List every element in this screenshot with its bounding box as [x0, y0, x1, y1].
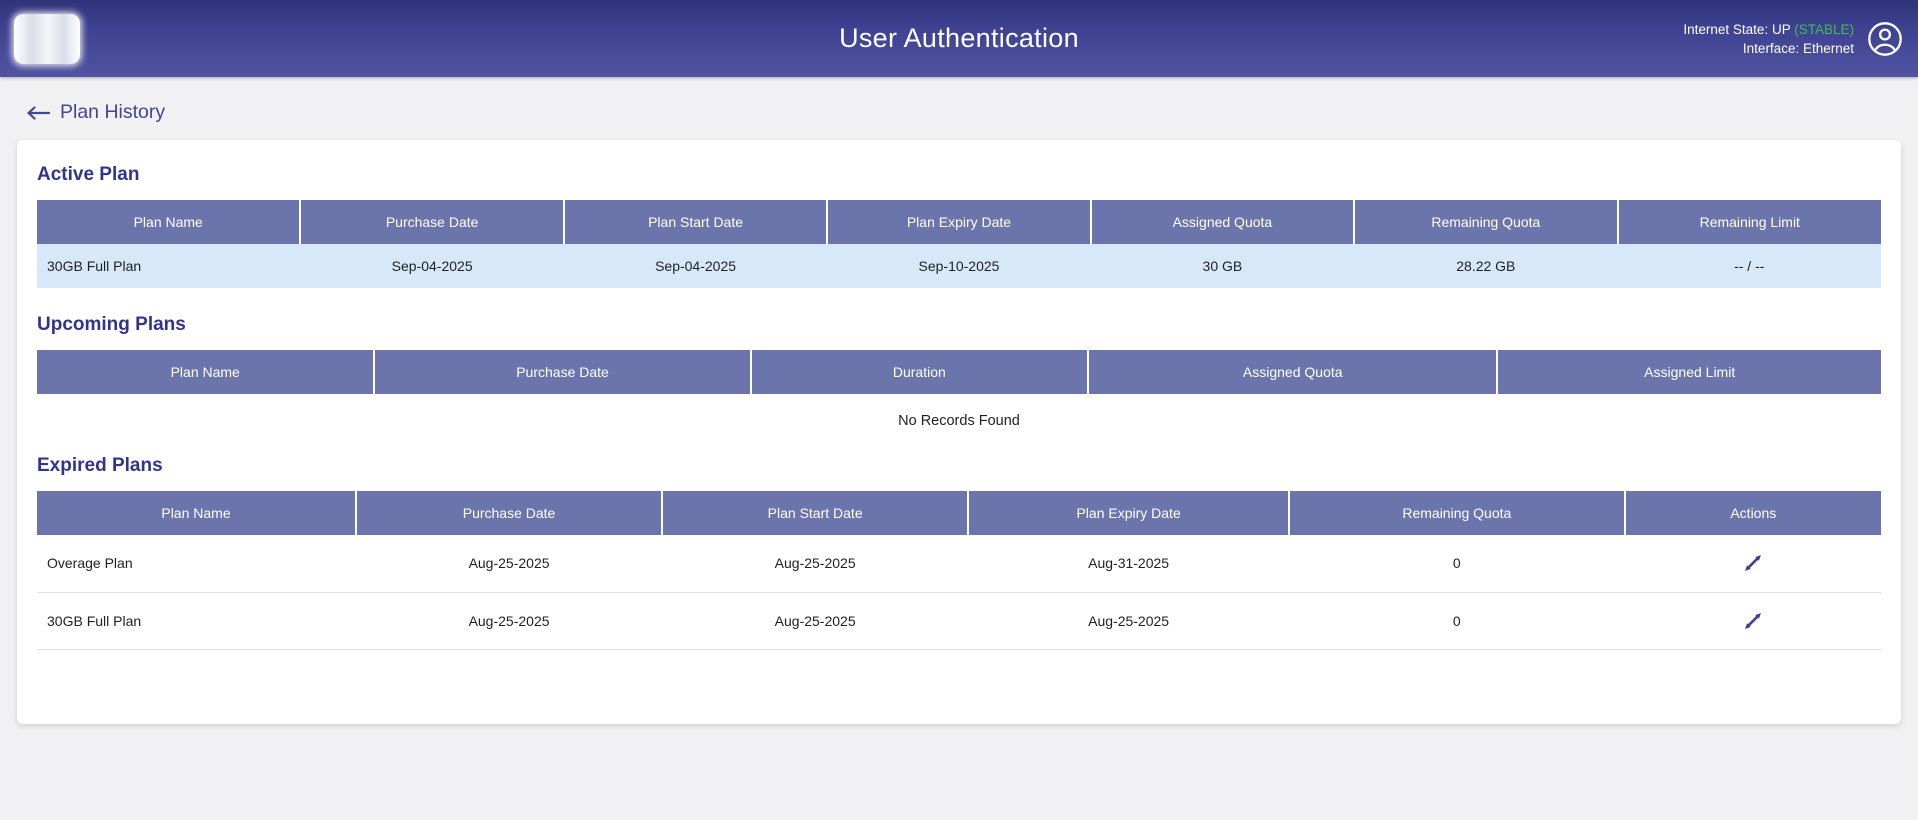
- expand-icon: [1744, 555, 1761, 572]
- expired-plans-header-row: Plan Name Purchase Date Plan Start Date …: [37, 491, 1881, 535]
- internet-state-label: Internet State: UP: [1683, 21, 1791, 37]
- back-to-plan-history-link[interactable]: Plan History: [26, 101, 165, 124]
- col-duration: Duration: [750, 350, 1090, 394]
- col-plan-expiry-date: Plan Expiry Date: [827, 200, 1092, 244]
- col-purchase-date: Purchase Date: [356, 491, 664, 535]
- col-actions: Actions: [1624, 491, 1881, 535]
- expired-plans-table: Plan Name Purchase Date Plan Start Date …: [37, 491, 1881, 650]
- expired-plan-name: Overage Plan: [37, 535, 356, 593]
- expired-plans-section: Expired Plans Plan Name Purchase Date Pl…: [37, 455, 1881, 650]
- active-expiry-date: Sep-10-2025: [827, 244, 1091, 288]
- expired-plan-row: Overage Plan Aug-25-2025 Aug-25-2025 Aug…: [37, 535, 1881, 593]
- expired-plans-title: Expired Plans: [37, 455, 163, 476]
- active-plan-name: 30GB Full Plan: [37, 244, 301, 288]
- col-remaining-limit: Remaining Limit: [1617, 200, 1881, 244]
- active-assigned-quota: 30 GB: [1090, 244, 1355, 288]
- col-plan-start-date: Plan Start Date: [662, 491, 970, 535]
- network-status: Internet State: UP (STABLE) Interface: E…: [1683, 20, 1854, 58]
- active-plan-row: 30GB Full Plan Sep-04-2025 Sep-04-2025 S…: [37, 244, 1881, 288]
- expired-expiry-date: Aug-25-2025: [968, 592, 1290, 650]
- col-remaining-quota: Remaining Quota: [1354, 200, 1619, 244]
- expired-purchase-date: Aug-25-2025: [356, 535, 663, 593]
- expand-plan-details-button[interactable]: [1737, 605, 1769, 637]
- upcoming-plans-table: Plan Name Purchase Date Duration Assigne…: [37, 350, 1881, 394]
- back-arrow-icon: [27, 105, 50, 120]
- brand-logo: [14, 13, 80, 64]
- expired-expiry-date: Aug-31-2025: [968, 535, 1290, 593]
- active-plan-section: Active Plan Plan Name Purchase Date Plan…: [37, 164, 1881, 288]
- active-remaining-limit: -- / --: [1617, 244, 1881, 288]
- interface-label: Interface: Ethernet: [1742, 40, 1854, 56]
- col-assigned-limit: Assigned Limit: [1497, 350, 1881, 394]
- col-plan-name: Plan Name: [37, 350, 376, 394]
- col-plan-name: Plan Name: [37, 200, 302, 244]
- no-records-message: No Records Found: [898, 413, 1020, 429]
- col-remaining-quota: Remaining Quota: [1289, 491, 1626, 535]
- expand-icon: [1744, 612, 1761, 629]
- expired-plan-row: 30GB Full Plan Aug-25-2025 Aug-25-2025 A…: [37, 592, 1881, 650]
- internet-state-value: (STABLE): [1794, 21, 1854, 37]
- expired-plan-name: 30GB Full Plan: [37, 592, 356, 650]
- col-plan-name: Plan Name: [37, 491, 357, 535]
- upcoming-plans-title: Upcoming Plans: [37, 314, 186, 335]
- plan-history-card: Active Plan Plan Name Purchase Date Plan…: [17, 140, 1901, 724]
- active-purchase-date: Sep-04-2025: [300, 244, 564, 288]
- back-link-label: Plan History: [60, 101, 166, 123]
- active-start-date: Sep-04-2025: [563, 244, 828, 288]
- col-plan-expiry-date: Plan Expiry Date: [968, 491, 1291, 535]
- active-plan-header-row: Plan Name Purchase Date Plan Start Date …: [37, 200, 1881, 244]
- active-remaining-quota: 28.22 GB: [1354, 244, 1618, 288]
- expand-plan-details-button[interactable]: [1737, 547, 1769, 579]
- app-header: User Authentication Internet State: UP (…: [0, 0, 1918, 77]
- user-avatar-icon[interactable]: [1866, 20, 1904, 58]
- col-assigned-quota: Assigned Quota: [1088, 350, 1499, 394]
- col-purchase-date: Purchase Date: [300, 200, 565, 244]
- expired-start-date: Aug-25-2025: [662, 592, 969, 650]
- active-plan-title: Active Plan: [37, 164, 140, 185]
- expired-remaining-quota: 0: [1289, 535, 1625, 593]
- col-purchase-date: Purchase Date: [374, 350, 752, 394]
- col-assigned-quota: Assigned Quota: [1090, 200, 1356, 244]
- upcoming-plans-header-row: Plan Name Purchase Date Duration Assigne…: [37, 350, 1881, 394]
- upcoming-plans-section: Upcoming Plans Plan Name Purchase Date D…: [37, 314, 1881, 429]
- expired-start-date: Aug-25-2025: [662, 535, 969, 593]
- expired-purchase-date: Aug-25-2025: [356, 592, 663, 650]
- page-title: User Authentication: [839, 23, 1079, 53]
- col-plan-start-date: Plan Start Date: [563, 200, 829, 244]
- active-plan-table: Plan Name Purchase Date Plan Start Date …: [37, 200, 1881, 288]
- expired-remaining-quota: 0: [1289, 592, 1625, 650]
